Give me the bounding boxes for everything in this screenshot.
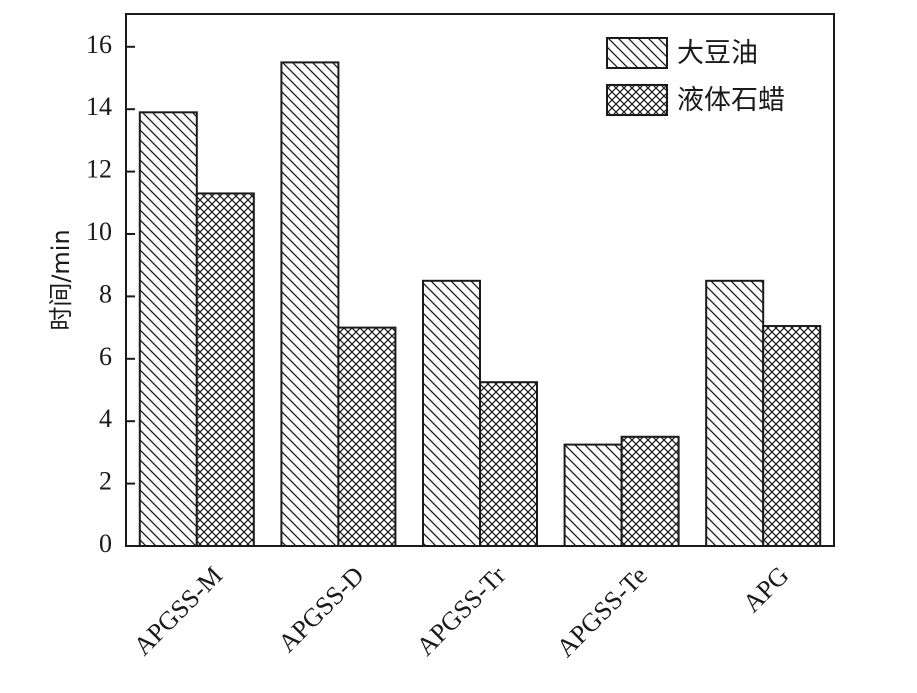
y-tick-label: 0: [99, 529, 112, 558]
x-category-label: APGSS-D: [273, 561, 370, 658]
legend-swatch-liquid-paraffin: [606, 84, 668, 116]
y-tick-label: 6: [99, 342, 112, 371]
legend-label-liquid-paraffin: 液体石蜡: [677, 85, 785, 116]
bar-soybean-oil-apgss-te: [563, 443, 623, 548]
legend-label-soybean-oil: 大豆油: [677, 38, 758, 69]
y-tick-label: 10: [86, 217, 112, 246]
bar-soybean-oil-apgss-tr: [422, 279, 481, 547]
x-category-label: APG: [737, 561, 794, 618]
y-axis-title: 时间/min: [47, 229, 75, 330]
bar-soybean-oil-apgss-d: [280, 61, 340, 548]
bar-liquid-paraffin-apgss-tr: [479, 381, 538, 548]
x-category-label: APGSS-M: [128, 561, 228, 661]
bar-liquid-paraffin-apgss-te: [620, 435, 680, 547]
legend-swatch-soybean-oil: [606, 37, 668, 69]
bars-group: [138, 61, 822, 548]
y-tick-label: 16: [86, 30, 112, 59]
y-tick-label: 8: [99, 279, 112, 308]
legend: 大豆油 液体石蜡: [606, 37, 785, 116]
x-axis-labels: APGSS-M APGSS-D APGSS-Tr APGSS-Te APG: [128, 561, 795, 663]
y-tick-label: 14: [86, 92, 112, 121]
y-axis-ticks: 0 2 4 6 8 10 12 14 16: [86, 30, 135, 558]
bar-liquid-paraffin-apgss-m: [195, 192, 255, 547]
x-category-label: APGSS-Te: [551, 561, 653, 663]
bar-soybean-oil-apgss-m: [138, 111, 198, 547]
y-tick-label: 12: [86, 155, 112, 184]
y-tick-label: 4: [99, 404, 112, 433]
x-category-label: APGSS-Tr: [411, 561, 512, 662]
bar-liquid-paraffin-apgss-d: [337, 326, 397, 547]
y-tick-label: 2: [99, 467, 112, 496]
bar-liquid-paraffin-apg: [762, 325, 822, 548]
bar-soybean-oil-apg: [705, 279, 765, 547]
